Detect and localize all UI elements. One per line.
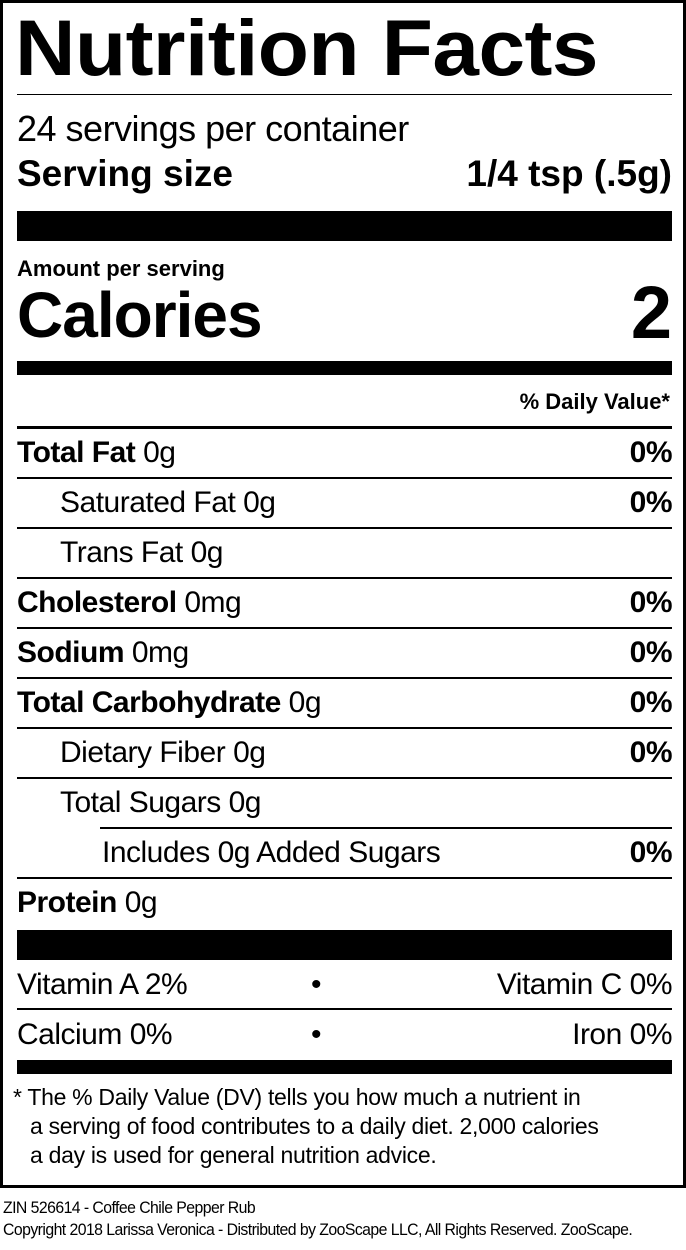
nutrient-amount: 0g (143, 436, 176, 469)
serving-size-value: 1/4 tsp (.5g) (466, 153, 672, 194)
nutrient-amount: 0g (288, 686, 322, 719)
calories-label: Calories (17, 279, 263, 351)
nutrient-name: Protein (17, 886, 117, 919)
mineral-row: Calcium 0% • Iron 0% (17, 1010, 672, 1060)
nutrient-dv: 0% (629, 836, 673, 869)
divider (17, 426, 672, 429)
nutrient-row-cholesterol: Cholesterol 0mg 0% (17, 578, 673, 628)
nutrient-name: Trans Fat (60, 536, 183, 569)
nutrient-row-sodium: Sodium 0mg 0% (17, 628, 673, 678)
calories-value: 2 (630, 271, 672, 354)
nutrient-amount: 0g (228, 786, 262, 819)
nutrient-name: Total Carbohydrate (17, 686, 281, 719)
vitamin-a: Vitamin A 2% (17, 968, 188, 1001)
nutrient-row-added-sugars: Includes 0g Added Sugars 0% (17, 828, 673, 878)
nutrient-row-total-fat: Total Fat 0g 0% (17, 428, 673, 478)
medium-divider (17, 361, 672, 375)
nutrient-row-saturated-fat: Saturated Fat 0g 0% (17, 478, 673, 528)
nutrient-row-total-carbohydrate: Total Carbohydrate 0g 0% (17, 678, 673, 728)
nutrient-row-dietary-fiber: Dietary Fiber 0g 0% (17, 728, 673, 778)
nutrient-amount: 0g (233, 736, 266, 769)
daily-value-header: % Daily Value* (519, 389, 670, 414)
medium-divider (17, 1060, 672, 1074)
footnote-line: * The % Daily Value (DV) tells you how m… (13, 1084, 581, 1110)
bullet: • (311, 1018, 322, 1051)
nutrient-dv: 0% (629, 436, 673, 469)
nutrient-row-total-sugars: Total Sugars 0g (17, 778, 672, 828)
nutrient-dv: 0% (629, 486, 673, 519)
calcium: Calcium 0% (17, 1018, 173, 1051)
nutrient-dv: 0% (629, 586, 673, 619)
nutrient-amount: 0mg (184, 586, 242, 619)
nutrient-name: Dietary Fiber (60, 736, 226, 769)
nutrient-dv: 0% (629, 736, 673, 769)
product-id: ZIN 526614 - Coffee Chile Pepper Rub (3, 1198, 256, 1217)
bullet: • (311, 968, 322, 1001)
thick-divider (17, 930, 672, 960)
nutrient-name: Total Sugars (60, 786, 221, 819)
nutrition-label (0, 0, 686, 1188)
serving-size-label: Serving size (17, 153, 233, 194)
nutrient-dv: 0% (629, 636, 673, 669)
nutrient-dv: 0% (629, 686, 673, 719)
footnote: * The % Daily Value (DV) tells you how m… (13, 1083, 599, 1170)
nutrient-name: Cholesterol (17, 586, 177, 619)
nutrient-amount: 0g (124, 886, 158, 919)
nutrient-amount: 0mg (131, 636, 189, 669)
amount-per-serving: Amount per serving (17, 256, 225, 281)
copyright: Copyright 2018 Larissa Veronica - Distri… (3, 1220, 633, 1239)
nutrient-name: Total Fat (17, 436, 136, 469)
nutrient-row-protein: Protein 0g (17, 878, 672, 928)
divider (17, 94, 672, 95)
footnote-line: a day is used for general nutrition advi… (30, 1142, 437, 1168)
vitamin-row: Vitamin A 2% • Vitamin C 0% (17, 960, 673, 1010)
nutrient-name: Includes 0g Added Sugars (102, 836, 441, 869)
nutrient-name: Sodium (17, 636, 125, 669)
nutrient-amount: 0g (243, 486, 276, 519)
label-title: Nutrition Facts (15, 3, 598, 92)
nutrient-row-trans-fat: Trans Fat 0g (17, 528, 672, 578)
nutrient-name: Saturated Fat (60, 486, 236, 519)
nutrient-amount: 0g (190, 536, 224, 569)
iron: Iron 0% (572, 1018, 672, 1051)
servings-per-container: 24 servings per container (17, 108, 409, 149)
footnote-line: a serving of food contributes to a daily… (30, 1113, 599, 1139)
vitamin-c: Vitamin C 0% (496, 968, 673, 1001)
thick-divider (17, 211, 672, 241)
